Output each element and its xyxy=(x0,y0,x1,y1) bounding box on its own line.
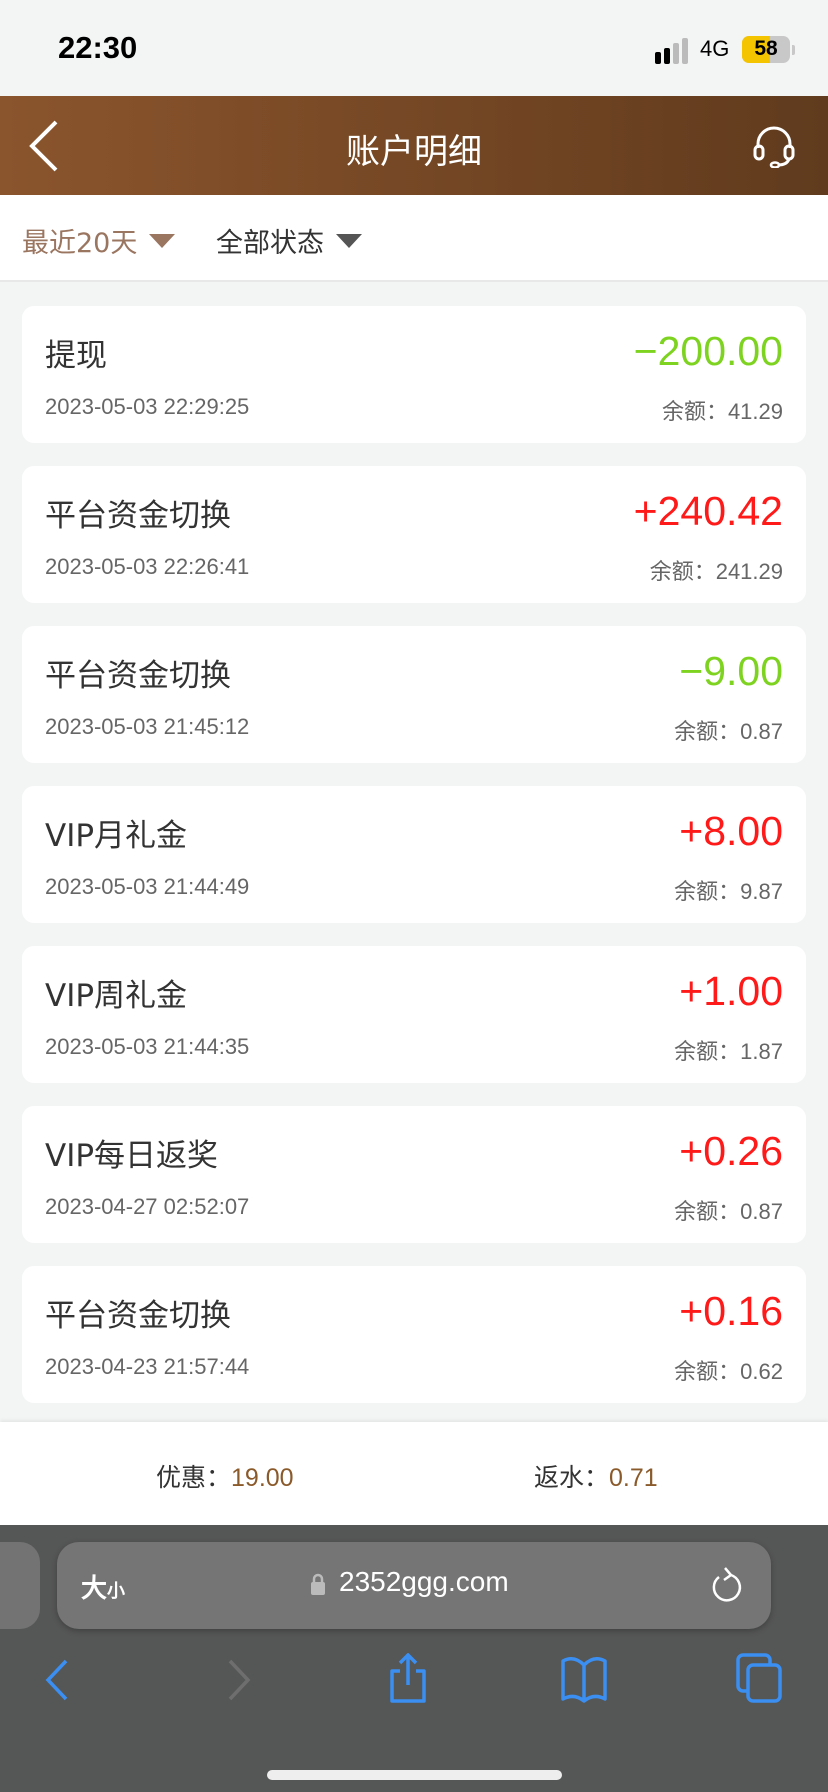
rebate-label: 返水： xyxy=(534,1463,610,1492)
transaction-datetime: 2023-04-27 02:52:07 xyxy=(45,1194,250,1219)
transaction-card[interactable]: 提现 −200.00 2023-05-03 22:29:25 余额：41.29 xyxy=(22,306,806,443)
transaction-card[interactable]: VIP每日返奖 +0.26 2023-04-27 02:52:07 余额：0.8… xyxy=(22,1106,806,1243)
transaction-title: 提现 xyxy=(45,338,107,374)
text-size-small: 小 xyxy=(107,1581,126,1602)
lock-icon xyxy=(311,1573,325,1595)
discount-label: 优惠： xyxy=(156,1463,232,1492)
discount-value: 19.00 xyxy=(231,1464,294,1492)
transaction-balance: 余额：41.29 xyxy=(661,399,783,424)
forward-icon[interactable] xyxy=(212,1653,260,1703)
discount-summary: 优惠：19.00 xyxy=(156,1458,294,1494)
status-filter-label: 全部状态 xyxy=(216,228,324,259)
transaction-datetime: 2023-05-03 21:44:49 xyxy=(45,874,250,899)
transaction-datetime: 2023-05-03 22:29:25 xyxy=(45,394,250,419)
date-range-label: 最近20天 xyxy=(22,228,138,259)
text-size-big: 大 xyxy=(81,1574,108,1604)
transaction-amount: +240.42 xyxy=(633,488,783,534)
transaction-amount: +8.00 xyxy=(679,808,783,854)
transaction-card[interactable]: 平台资金切换 +240.42 2023-05-03 22:26:41 余额：24… xyxy=(22,466,806,603)
transaction-card[interactable]: 平台资金切换 −9.00 2023-05-03 21:45:12 余额：0.87 xyxy=(22,626,806,763)
status-bar: 22:30 4G 58 xyxy=(0,0,828,96)
text-size-button[interactable]: 大小 xyxy=(81,1568,125,1605)
filter-bar: 最近20天 全部状态 xyxy=(0,195,828,282)
battery-icon: 58 xyxy=(742,36,790,63)
back-icon[interactable] xyxy=(36,1653,84,1703)
transaction-datetime: 2023-05-03 21:45:12 xyxy=(45,714,250,739)
transaction-title: 平台资金切换 xyxy=(45,498,231,534)
rebate-value: 0.71 xyxy=(609,1464,658,1492)
transaction-amount: −200.00 xyxy=(633,328,783,374)
rebate-summary: 返水：0.71 xyxy=(534,1458,658,1494)
home-indicator[interactable] xyxy=(267,1770,562,1780)
nav-header: 账户明细 xyxy=(0,96,828,195)
transaction-balance: 余额：0.62 xyxy=(674,1359,783,1384)
network-type: 4G xyxy=(700,36,730,61)
signal-icon xyxy=(655,38,688,64)
status-filter[interactable]: 全部状态 xyxy=(216,221,362,260)
transaction-amount: +0.16 xyxy=(679,1288,783,1334)
battery-nib xyxy=(792,45,795,55)
share-icon[interactable] xyxy=(384,1653,432,1703)
previous-tab-pill[interactable] xyxy=(0,1542,40,1629)
transaction-amount: +0.26 xyxy=(679,1128,783,1174)
summary-bar: 优惠：19.00 返水：0.71 xyxy=(0,1422,828,1525)
transaction-card[interactable]: VIP月礼金 +8.00 2023-05-03 21:44:49 余额：9.87 xyxy=(22,786,806,923)
transaction-title: 平台资金切换 xyxy=(45,1298,231,1334)
transaction-balance: 余额：0.87 xyxy=(674,719,783,744)
transaction-title: VIP月礼金 xyxy=(45,818,188,854)
transaction-datetime: 2023-04-23 21:57:44 xyxy=(45,1354,250,1379)
bookmarks-icon[interactable] xyxy=(560,1653,608,1703)
transaction-balance: 余额：9.87 xyxy=(674,879,783,904)
url-text[interactable]: 2352ggg.com xyxy=(339,1566,509,1597)
transaction-title: 平台资金切换 xyxy=(45,658,231,694)
transaction-card[interactable]: 平台资金切换 +0.16 2023-04-23 21:57:44 余额：0.62 xyxy=(22,1266,806,1403)
address-bar[interactable]: 大小 2352ggg.com xyxy=(57,1542,771,1629)
browser-toolbar: 大小 2352ggg.com xyxy=(0,1525,828,1792)
tabs-icon[interactable] xyxy=(736,1653,784,1703)
transaction-balance: 余额：1.87 xyxy=(674,1039,783,1064)
page-title: 账户明细 xyxy=(346,132,482,172)
battery-level: 58 xyxy=(754,37,778,60)
transaction-card[interactable]: VIP周礼金 +1.00 2023-05-03 21:44:35 余额：1.87 xyxy=(22,946,806,1083)
transaction-balance: 余额：0.87 xyxy=(674,1199,783,1224)
transaction-title: VIP每日返奖 xyxy=(45,1138,219,1174)
transaction-amount: +1.00 xyxy=(679,968,783,1014)
transaction-datetime: 2023-05-03 22:26:41 xyxy=(45,554,250,579)
transaction-balance: 余额：241.29 xyxy=(649,559,783,584)
reload-icon[interactable] xyxy=(709,1566,743,1604)
transaction-datetime: 2023-05-03 21:44:35 xyxy=(45,1034,250,1059)
transaction-title: VIP周礼金 xyxy=(45,978,188,1014)
headset-icon[interactable] xyxy=(752,124,796,168)
transaction-amount: −9.00 xyxy=(679,648,783,694)
caret-down-icon xyxy=(149,233,176,248)
date-range-filter[interactable]: 最近20天 xyxy=(22,221,176,260)
status-time: 22:30 xyxy=(58,30,138,65)
caret-down-icon xyxy=(336,233,362,248)
chevron-left-icon[interactable] xyxy=(26,116,66,176)
